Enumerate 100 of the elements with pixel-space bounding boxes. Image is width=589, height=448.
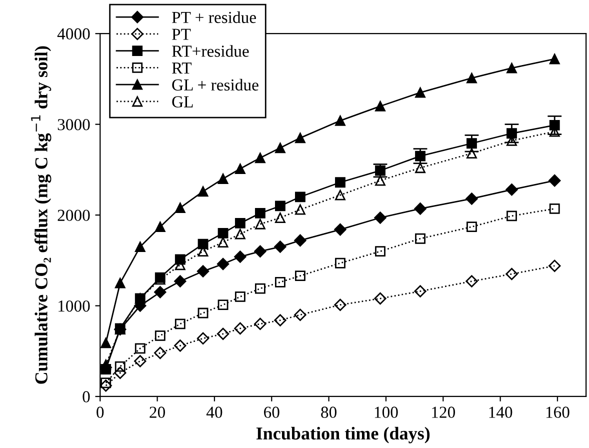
point: [466, 192, 478, 205]
point: [174, 275, 186, 288]
point: [466, 275, 478, 288]
point: [254, 283, 266, 294]
x-tick-label: 60: [264, 406, 280, 418]
x-tick-label: 140: [489, 406, 512, 418]
point: [198, 186, 208, 197]
point: [548, 260, 561, 272]
point: [134, 242, 146, 252]
point: [549, 54, 560, 64]
point: [134, 343, 146, 354]
point: [100, 378, 112, 388]
point: [134, 355, 146, 368]
y-tick-label: 1000: [58, 300, 90, 312]
point: [414, 285, 426, 298]
point: [335, 177, 346, 188]
point: [234, 250, 246, 263]
point: [294, 308, 306, 321]
point: [174, 340, 186, 352]
x-tick-label: 160: [546, 406, 570, 418]
point: [549, 203, 560, 214]
legend-label: PT: [172, 28, 191, 40]
point: [196, 332, 210, 345]
point: [375, 100, 386, 112]
point: [218, 228, 228, 238]
point: [335, 190, 346, 200]
y-axis-title: Cumulative CO₂ efflux (mg C kg$^{−1}$ dry soil): [31, 46, 52, 384]
point: [100, 379, 112, 392]
point: [154, 286, 166, 298]
point: [334, 298, 346, 311]
x-tick-label: 40: [206, 406, 222, 418]
point: [375, 246, 386, 257]
point: [234, 164, 246, 174]
point: [466, 148, 477, 159]
point: [216, 258, 230, 270]
point: [506, 184, 518, 196]
x-tick-label: 120: [432, 406, 455, 418]
point: [506, 128, 517, 139]
point: [154, 222, 166, 232]
y-tick-label: 0: [82, 391, 90, 402]
point: [335, 258, 346, 268]
point: [254, 218, 266, 230]
point: [506, 268, 518, 280]
point: [275, 276, 286, 288]
point: [466, 138, 477, 149]
point: [198, 308, 208, 318]
point: [234, 228, 246, 240]
y-tick-label: 2000: [58, 210, 90, 221]
point: [374, 212, 386, 224]
point: [174, 318, 186, 330]
point: [415, 150, 426, 162]
point: [295, 270, 306, 282]
point: [254, 152, 266, 164]
point: [375, 165, 386, 176]
point: [466, 72, 477, 84]
point: [218, 174, 228, 184]
point: [174, 202, 186, 213]
point: [506, 62, 517, 74]
legend-label: RT: [172, 62, 192, 74]
point: [414, 202, 426, 215]
point: [375, 175, 386, 186]
point: [295, 192, 306, 202]
point: [154, 330, 166, 341]
x-tick-label: 80: [321, 406, 336, 418]
point: [114, 366, 126, 379]
legend-label: GL + residue: [172, 78, 258, 91]
point: [154, 346, 166, 360]
point: [466, 222, 477, 232]
point: [415, 162, 426, 174]
point: [216, 328, 230, 340]
point: [415, 87, 426, 98]
point: [196, 265, 210, 278]
point: [294, 234, 306, 247]
legend-label: GL: [172, 96, 193, 108]
x-tick-label: 100: [374, 406, 398, 418]
point: [198, 238, 208, 250]
point: [114, 278, 126, 288]
point: [100, 360, 112, 370]
point: [275, 142, 286, 154]
point: [548, 174, 561, 187]
legend-label: RT+residue: [172, 45, 249, 57]
x-axis-title: Incubation time (days): [256, 426, 430, 444]
legend-label: PT + residue: [172, 11, 256, 24]
point: [114, 361, 126, 372]
point: [415, 233, 426, 244]
point: [254, 208, 266, 218]
point: [254, 318, 266, 330]
x-tick-label: 0: [96, 406, 104, 418]
point: [275, 200, 286, 212]
point: [374, 292, 386, 305]
point: [100, 338, 112, 348]
x-tick-label: 20: [150, 406, 165, 418]
point: [218, 237, 228, 248]
point: [254, 245, 266, 258]
point: [295, 132, 306, 144]
point: [274, 314, 286, 326]
point: [506, 210, 517, 222]
point: [334, 223, 346, 236]
point: [234, 322, 246, 335]
point: [234, 291, 246, 302]
